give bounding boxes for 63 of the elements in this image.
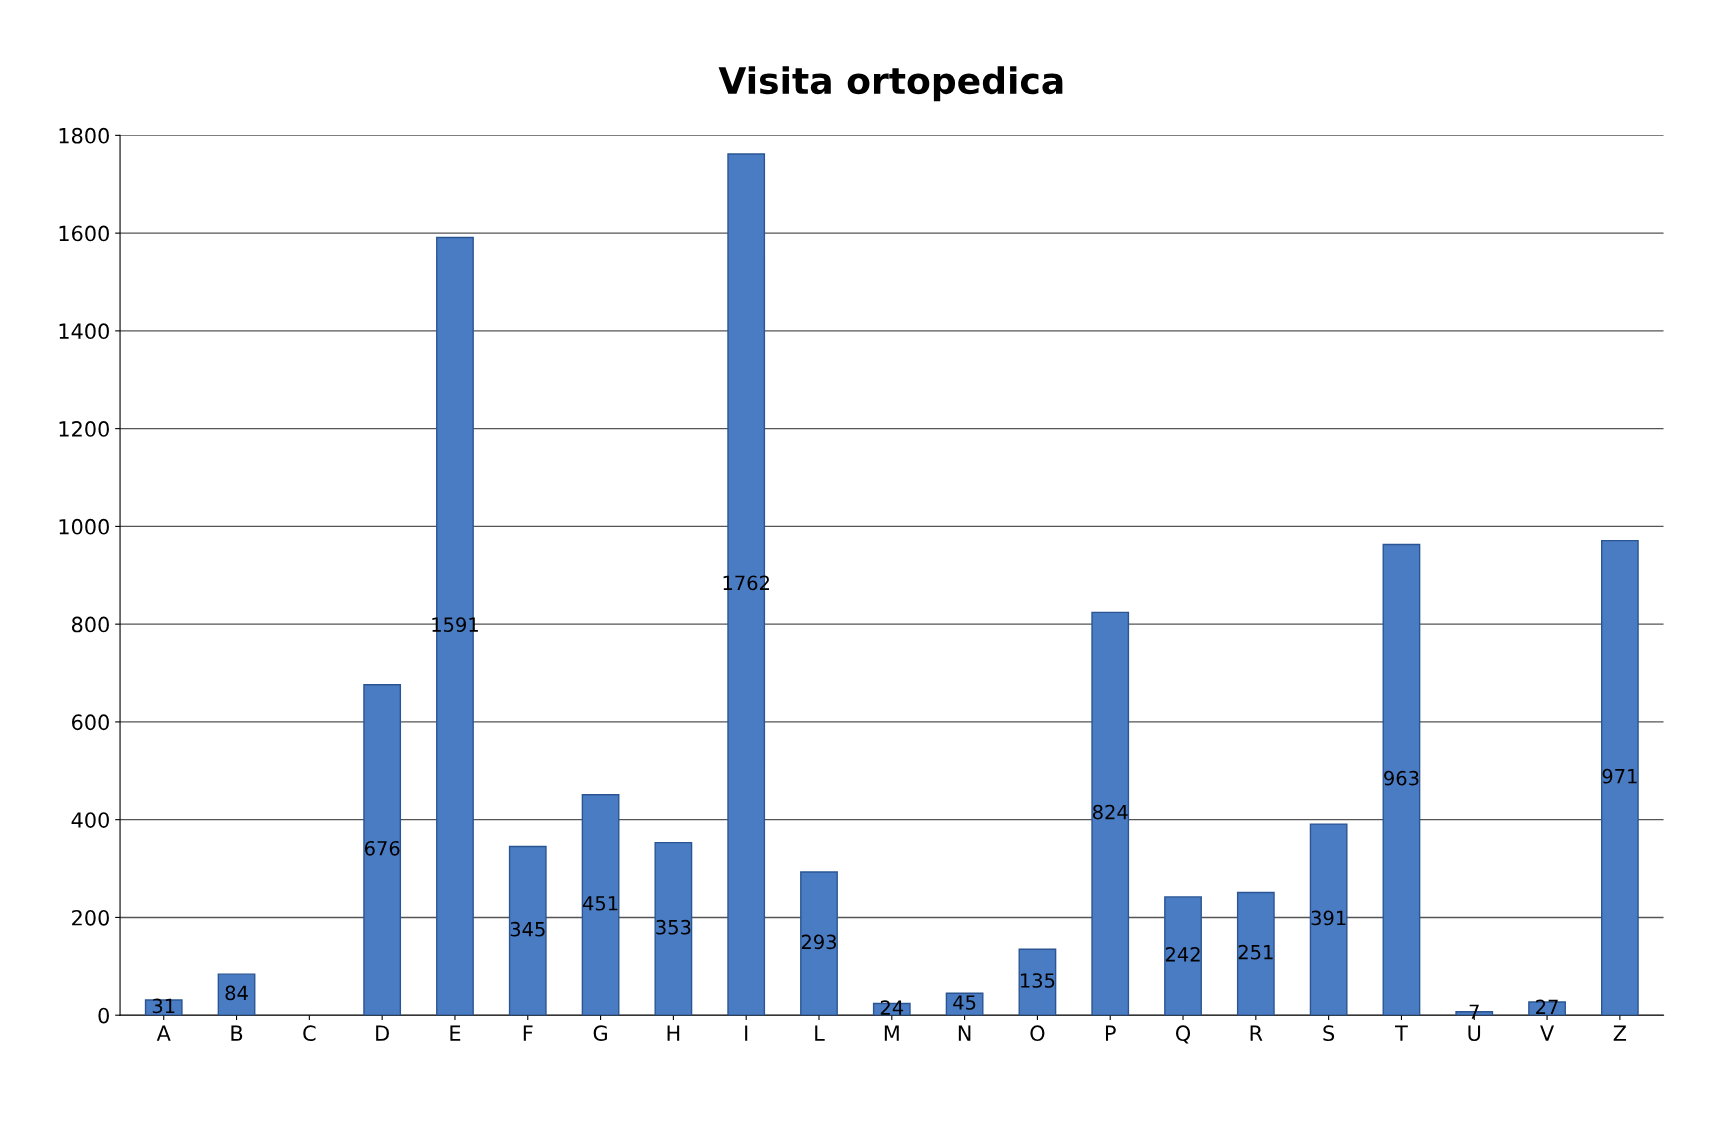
data-label: 345 <box>510 921 545 937</box>
bar <box>1164 896 1202 1016</box>
bar <box>800 871 838 1016</box>
y-tick-label: 1400 <box>59 323 109 340</box>
x-tick-label: P <box>1105 1025 1116 1041</box>
x-tick-label: Z <box>1613 1025 1627 1041</box>
x-tick-label: A <box>156 1025 171 1041</box>
x-tick-label: T <box>1395 1025 1408 1041</box>
x-tick-label: N <box>958 1025 971 1041</box>
data-label: 1591 <box>432 617 478 632</box>
data-label: 963 <box>1384 770 1419 786</box>
bar <box>508 845 547 1016</box>
data-label: 451 <box>582 896 618 911</box>
bar <box>581 794 620 1016</box>
bar <box>1236 891 1275 1016</box>
x-tick-label: F <box>523 1025 533 1041</box>
bar <box>363 684 402 1016</box>
y-tick-label: 800 <box>71 616 109 633</box>
bar <box>1382 543 1421 1016</box>
y-tick-label: 1800 <box>59 127 109 144</box>
x-tick-label: D <box>376 1025 389 1041</box>
data-label: 135 <box>1020 973 1055 988</box>
data-label: 31 <box>152 998 175 1014</box>
bar <box>1091 611 1130 1016</box>
bar <box>1600 539 1639 1016</box>
data-label: 824 <box>1092 804 1128 820</box>
bar <box>1018 948 1057 1016</box>
x-tick-label: S <box>1323 1025 1335 1042</box>
bar <box>654 841 693 1016</box>
y-tick-label: 1000 <box>59 518 109 535</box>
data-label: 242 <box>1165 946 1200 962</box>
x-tick-label: B <box>231 1025 243 1041</box>
chart-title: Visita ortopedica <box>718 66 1063 102</box>
data-label: 27 <box>1536 999 1558 1014</box>
y-tick-label: 600 <box>72 714 109 731</box>
data-label: 24 <box>880 1000 904 1015</box>
x-tick-label: E <box>450 1025 461 1041</box>
x-tick-label: M <box>884 1025 899 1041</box>
data-label: 676 <box>364 840 400 856</box>
data-label: 84 <box>225 985 248 1001</box>
x-tick-label: C <box>303 1025 316 1042</box>
x-tick-label: H <box>667 1025 680 1041</box>
x-tick-label: V <box>1540 1025 1555 1041</box>
bar <box>1309 823 1348 1016</box>
data-label: 971 <box>1602 768 1637 784</box>
x-tick-label: U <box>1468 1025 1481 1042</box>
y-tick-label: 200 <box>72 909 109 926</box>
data-label: 45 <box>953 995 976 1010</box>
data-label: 251 <box>1238 944 1273 960</box>
x-tick-label: I <box>745 1025 748 1041</box>
x-tick-label: L <box>815 1025 825 1041</box>
y-tick-label: 1600 <box>59 225 109 242</box>
y-tick-label: 1200 <box>59 421 109 437</box>
bar <box>217 973 256 1016</box>
x-tick-label: O <box>1030 1025 1045 1042</box>
y-tick-label: 400 <box>71 812 109 828</box>
data-label: 293 <box>801 934 836 950</box>
x-tick-label: Q <box>1176 1025 1191 1044</box>
data-label: 391 <box>1311 910 1346 926</box>
x-tick-label: G <box>593 1025 607 1042</box>
x-tick-label: R <box>1250 1025 1263 1041</box>
y-tick-label: 0 <box>98 1007 109 1024</box>
data-label: 353 <box>656 919 691 935</box>
